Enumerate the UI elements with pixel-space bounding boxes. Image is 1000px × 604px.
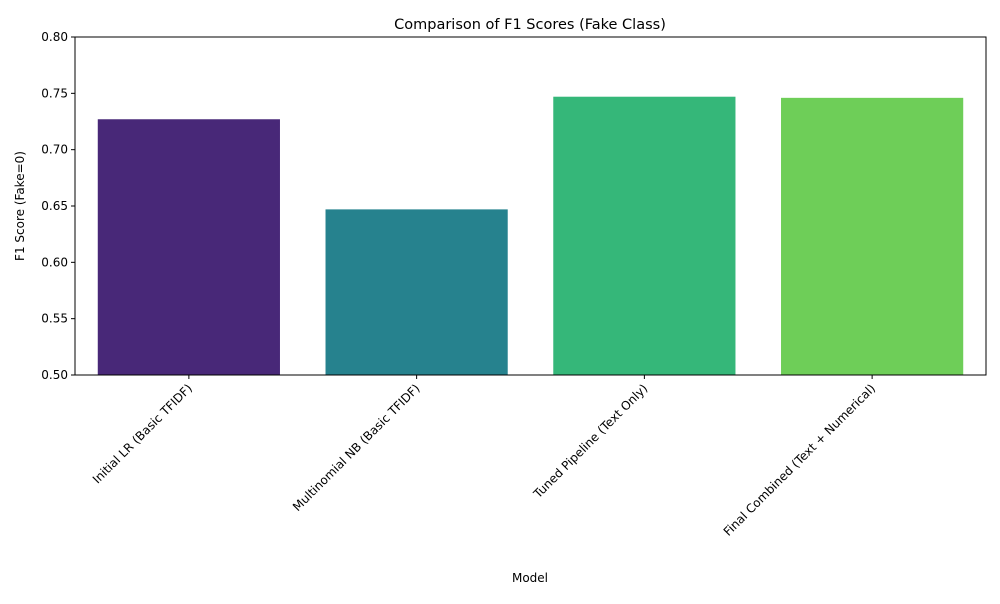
x-tick-label: Multinomial NB (Basic TFIDF) xyxy=(290,381,423,514)
x-tick-label: Initial LR (Basic TFIDF) xyxy=(90,381,195,486)
y-tick-label: 0.80 xyxy=(41,30,68,44)
x-axis-label: Model xyxy=(512,571,548,585)
y-tick-label: 0.70 xyxy=(41,143,68,157)
y-tick-label: 0.65 xyxy=(41,199,68,213)
bar-0 xyxy=(97,119,280,375)
plot-frame xyxy=(74,36,987,376)
bar-2 xyxy=(553,96,736,376)
x-axis-ticks: Initial LR (Basic TFIDF) Multinomial NB (… xyxy=(90,375,878,539)
x-tick-label: Final Combined (Text + Numerical) xyxy=(721,381,879,539)
y-tick-label: 0.50 xyxy=(41,368,68,382)
x-tick-label: Tuned Pipeline (Text Only) xyxy=(530,381,650,501)
y-tick-label: 0.60 xyxy=(41,255,68,269)
y-tick-label: 0.55 xyxy=(41,312,68,326)
y-tick-label: 0.75 xyxy=(41,86,68,100)
chart-title: Comparison of F1 Scores (Fake Class) xyxy=(394,17,666,33)
bar-3 xyxy=(781,97,964,375)
y-axis-ticks: 0.50 0.55 0.60 0.65 0.70 0.75 0.80 xyxy=(41,30,75,382)
bar-1 xyxy=(325,209,508,375)
bars xyxy=(97,96,964,376)
y-axis-label: F1 Score (Fake=0) xyxy=(13,151,27,261)
